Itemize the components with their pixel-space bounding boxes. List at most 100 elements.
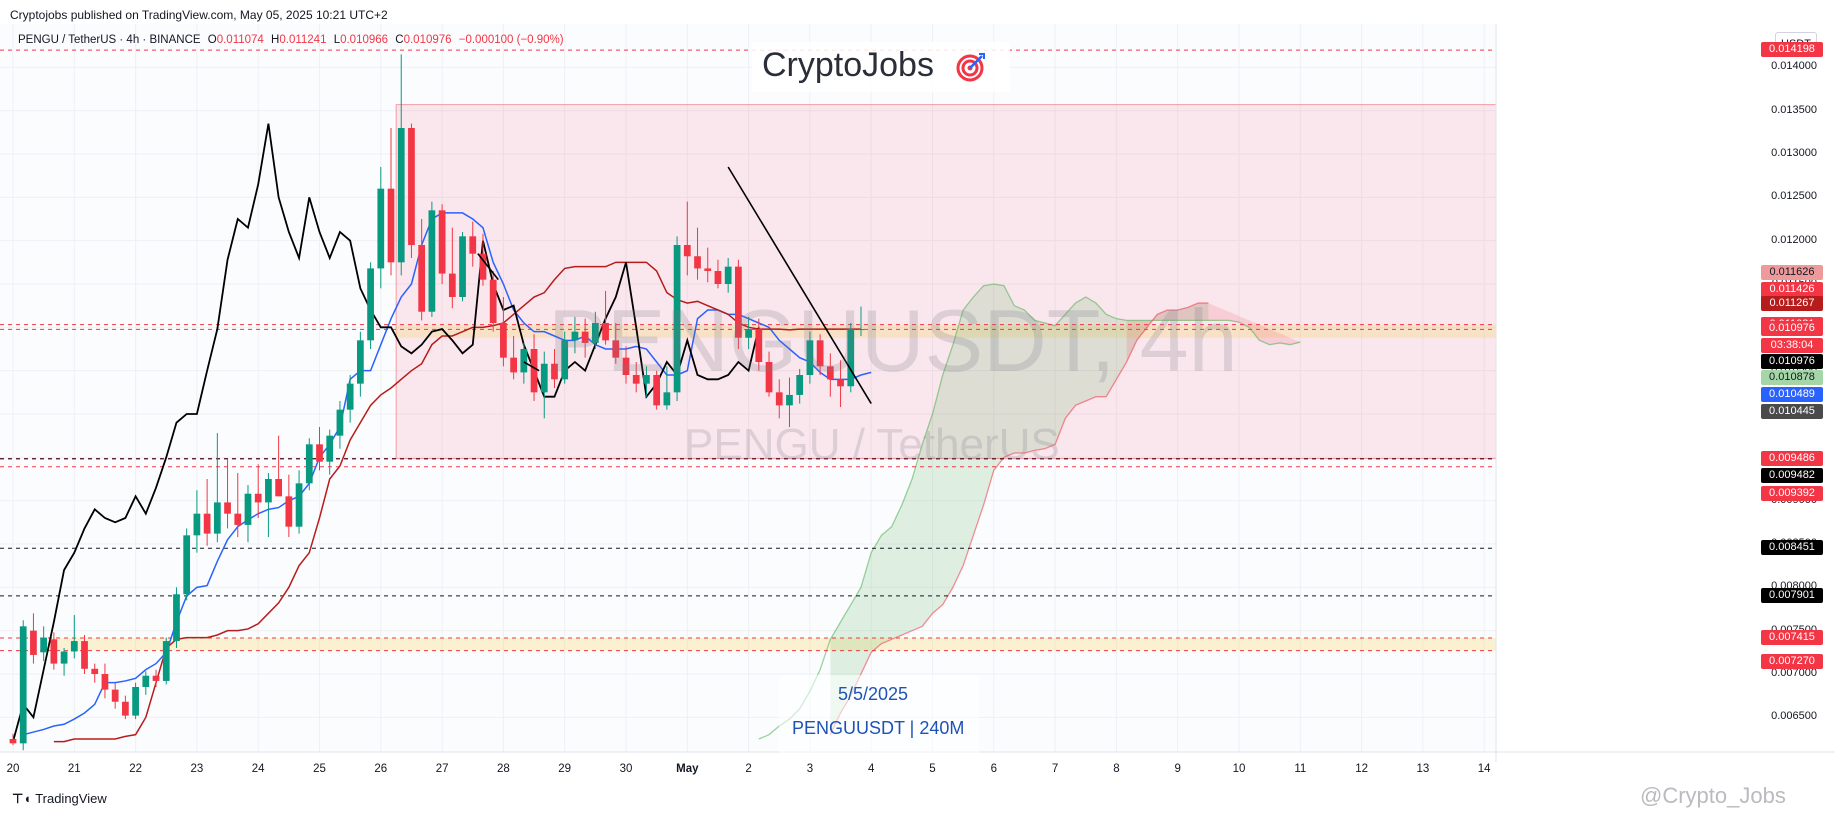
open-label: O [207, 34, 217, 46]
price-label: 0.010976 [1761, 354, 1823, 369]
candle-body [265, 479, 272, 503]
y-tick-label: 0.012000 [1771, 233, 1817, 246]
candle-body [653, 375, 661, 406]
candle-body [30, 630, 37, 655]
price-label: 0.010878 [1761, 369, 1823, 385]
high-label: H [271, 34, 280, 46]
candle-body [60, 651, 68, 664]
candle-body [70, 641, 78, 652]
candle-body [50, 639, 58, 664]
candle-body [816, 340, 824, 367]
ichimoku-cloud-green [830, 284, 1209, 735]
candle-body [683, 245, 691, 257]
candle-body [714, 271, 722, 284]
candle-body [540, 363, 548, 393]
y-tick-label: 0.013500 [1771, 103, 1817, 116]
candle-body [244, 493, 252, 525]
candle-body [275, 479, 283, 497]
y-tick-label: 0.014000 [1771, 60, 1817, 73]
pink-resistance-zone [395, 104, 1497, 460]
price-label: 0.008451 [1761, 540, 1823, 556]
candle-body [336, 409, 344, 436]
candle-body [775, 392, 783, 406]
tradingview-logo[interactable]: ⊤◖ TradingView [12, 791, 107, 807]
price-label: 0.010445 [1761, 404, 1823, 420]
candle-body [469, 236, 477, 254]
candle-body [479, 253, 487, 280]
open-value: 0.011074 [216, 34, 264, 46]
note-backdrop [779, 675, 979, 755]
candle-body [408, 128, 415, 245]
candle-body [826, 366, 834, 380]
candle-body [101, 674, 109, 690]
candle-body [418, 245, 426, 312]
candle-body [786, 394, 793, 406]
x-tick-label: 5 [929, 763, 936, 775]
close-value: 0.010976 [403, 34, 452, 46]
candle-body [111, 689, 119, 702]
candle-body [19, 626, 27, 744]
candle-body [193, 513, 201, 536]
candle-body [561, 340, 569, 380]
candle-body [500, 323, 507, 358]
candle-body [520, 349, 528, 373]
x-tick-label: 24 [251, 763, 265, 775]
candle-body [755, 329, 763, 362]
note-symbol: PENGUUSDT | 240M [792, 718, 965, 738]
x-tick-label: 28 [496, 763, 510, 775]
note-date: 5/5/2025 [838, 684, 909, 704]
candle-body [428, 210, 436, 312]
candle-body [285, 496, 293, 527]
x-tick-label: 2 [745, 763, 752, 775]
y-tick-label: 0.013000 [1771, 147, 1817, 159]
x-tick-label: 11 [1294, 763, 1307, 775]
candle-body [612, 340, 620, 358]
price-label: 0.014198 [1761, 42, 1823, 58]
candle-body [602, 323, 609, 341]
y-tick-label: 0.012500 [1771, 190, 1817, 203]
candle-body [694, 256, 701, 269]
candle-body [295, 483, 303, 527]
yellow-bottom-zone [48, 638, 1497, 651]
x-tick-label: 22 [129, 763, 142, 775]
candle-body [183, 535, 191, 595]
candle-body [632, 375, 640, 384]
candle-body [224, 502, 231, 514]
ohlc-legend: PENGU / TetherUS · 4h · BINANCE O0.01107… [18, 34, 568, 46]
candle-body [806, 340, 814, 375]
candle-body [254, 493, 262, 503]
price-label: 0.009482 [1761, 468, 1823, 484]
low-value: 0.010966 [340, 34, 389, 46]
candle-body [857, 329, 865, 331]
candle-body [489, 279, 497, 323]
candle-body [397, 128, 405, 263]
cloud-span-a-line [758, 283, 1301, 740]
trend-line [727, 166, 872, 405]
candle-body [438, 210, 446, 274]
candle-body [745, 329, 752, 338]
x-tick-label: 6 [990, 763, 997, 775]
price-label: 0.007415 [1761, 630, 1823, 646]
candle-body [234, 513, 242, 525]
candle-body [40, 637, 48, 653]
candle-body [591, 323, 599, 343]
candle-body [162, 641, 170, 681]
price-label: 0.007901 [1761, 587, 1823, 603]
trend-line [477, 253, 499, 281]
candle-body [91, 668, 99, 674]
x-tick-label: 14 [1477, 763, 1491, 775]
x-tick-label: 13 [1416, 763, 1430, 775]
candle-body [367, 268, 374, 341]
candle-body [152, 675, 160, 681]
candle-body [643, 375, 650, 384]
x-tick-label: 26 [374, 763, 388, 775]
y-tick-label: 0.006500 [1771, 710, 1817, 723]
x-tick-label: 10 [1232, 763, 1246, 775]
candle-body [122, 701, 129, 716]
candle-body [551, 363, 558, 380]
symbol-line[interactable]: PENGU / TetherUS · 4h · BINANCE [18, 34, 201, 46]
x-tick-label: 7 [1051, 763, 1059, 775]
candle-body [142, 675, 150, 687]
